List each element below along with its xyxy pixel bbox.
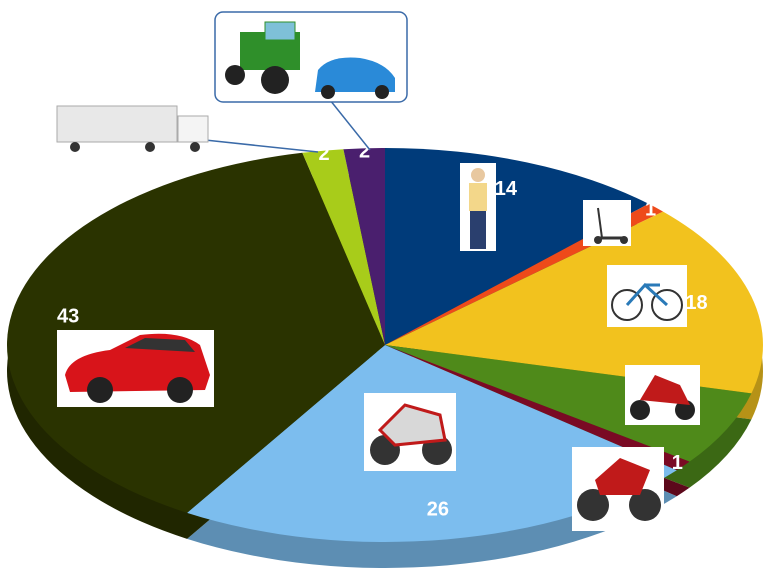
dirtbike-icon <box>572 447 664 531</box>
scooter-icon <box>583 200 631 246</box>
data-label: 1 <box>672 452 683 474</box>
data-label: 2 <box>359 141 370 163</box>
slice <box>343 148 385 345</box>
data-label: 43 <box>57 306 79 328</box>
icons <box>56 11 700 531</box>
slice <box>385 345 690 471</box>
bicycle-icon <box>607 265 687 327</box>
motorcycle-icon <box>364 393 456 471</box>
data-label: 2 <box>318 143 329 165</box>
leader-line <box>329 99 371 151</box>
car-icon <box>57 330 214 407</box>
truck-icon <box>56 105 209 152</box>
moped-icon <box>625 365 700 425</box>
person-icon <box>460 163 496 251</box>
data-label: 18 <box>685 292 707 314</box>
data-label: 1 <box>645 199 656 221</box>
slice <box>302 149 385 345</box>
slice <box>385 148 649 345</box>
slice <box>385 211 763 394</box>
slice <box>385 345 752 462</box>
data-label: 26 <box>427 498 449 520</box>
data-label: 14 <box>495 178 518 200</box>
leader-line <box>204 139 319 153</box>
tractor-car-icon <box>214 11 408 103</box>
